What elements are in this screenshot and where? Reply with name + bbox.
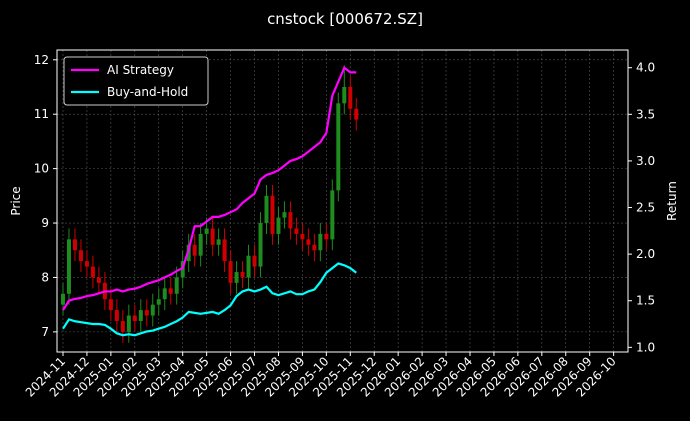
- candle-body: [324, 233, 329, 240]
- candle-body: [282, 212, 287, 218]
- candle-body: [168, 288, 173, 294]
- candle-body: [120, 320, 125, 332]
- candle-body: [330, 190, 335, 240]
- candle-body: [252, 255, 257, 267]
- candle-body: [306, 239, 311, 245]
- y2-tick-label: 3.5: [636, 107, 655, 121]
- candle-body: [348, 87, 353, 109]
- candle-body: [108, 299, 113, 311]
- candle-body: [150, 304, 155, 316]
- candle-body: [354, 108, 359, 120]
- candle-body: [126, 315, 131, 332]
- candle-body: [276, 217, 281, 234]
- candle-body: [156, 299, 161, 305]
- candle-body: [192, 244, 197, 256]
- y2-tick-label: 2.5: [636, 201, 655, 215]
- chart-title: cnstock [000672.SZ]: [267, 10, 423, 28]
- candle-body: [312, 244, 317, 251]
- y2-tick-label: 1.5: [636, 294, 655, 308]
- candle-body: [234, 272, 239, 283]
- y2-axis-label: Return: [665, 181, 679, 221]
- candle-body: [78, 250, 83, 262]
- candle-body: [210, 228, 215, 245]
- candle-body: [198, 233, 203, 256]
- candle-body: [300, 233, 305, 240]
- candle-body: [162, 288, 167, 300]
- candle-body: [288, 212, 293, 229]
- y2-tick-label: 3.0: [636, 154, 655, 168]
- y-tick-label: 9: [41, 216, 49, 230]
- return-line: [62, 65, 357, 311]
- candle-body: [294, 228, 299, 234]
- candle-body: [336, 103, 341, 191]
- candle-body: [66, 239, 71, 294]
- candle-body: [114, 310, 119, 321]
- candle-body: [84, 261, 89, 267]
- candle-body: [318, 233, 323, 251]
- candle-body: [204, 228, 209, 234]
- y-tick-label: 8: [41, 270, 49, 284]
- candle-body: [222, 239, 227, 262]
- y2-tick-label: 1.0: [636, 340, 655, 354]
- y-tick-label: 7: [41, 325, 49, 339]
- candle-body: [72, 239, 77, 251]
- candle-body: [240, 272, 245, 278]
- legend-label: AI Strategy: [107, 63, 174, 77]
- candle-body: [342, 87, 347, 104]
- candle-body: [144, 310, 149, 316]
- candle-body: [138, 310, 143, 321]
- candle-body: [96, 277, 101, 283]
- candle-body: [264, 195, 269, 224]
- y2-tick-label: 2.0: [636, 247, 655, 261]
- plot-frame: [56, 49, 629, 353]
- candle-body: [216, 239, 221, 245]
- legend-box: [63, 56, 209, 106]
- candle-body: [174, 277, 179, 294]
- candle-body: [60, 293, 65, 305]
- candle-body: [228, 261, 233, 283]
- y-axis-label: Price: [9, 186, 23, 215]
- candle-body: [258, 223, 263, 267]
- candle-body: [90, 266, 95, 278]
- legend-label: Buy-and-Hold: [107, 85, 188, 99]
- y2-tick-label: 4.0: [636, 61, 655, 75]
- y-tick-label: 11: [34, 107, 49, 121]
- candle-body: [132, 315, 137, 321]
- y-tick-label: 12: [34, 53, 49, 67]
- candle-body: [270, 195, 275, 234]
- return-line: [62, 262, 357, 337]
- y-tick-label: 10: [34, 162, 49, 176]
- candle-body: [246, 255, 251, 278]
